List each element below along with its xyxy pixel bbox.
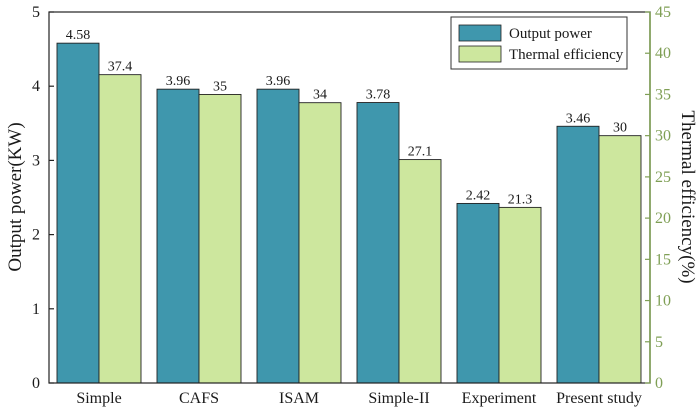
legend: Output power Thermal efficiency [450,16,628,70]
data-label-output-power-experiment: 2.42 [466,188,491,203]
y2-tick-label-40: 40 [655,45,671,62]
y2-tick-label-15: 15 [655,251,671,268]
data-label-thermal-efficiency-simple-ii: 27.1 [408,145,433,160]
y2-axis-title: Thermal efficiency(%) [677,110,698,283]
bar-thermal-efficiency-isam [298,102,342,384]
bar-thermal-efficiency-simple-ii [398,159,442,384]
y2-tick-label-45: 45 [655,4,671,21]
y-tick-label-5: 5 [32,4,40,21]
x-tick-label-simple-ii: Simple-II [368,390,429,407]
y2-tick-label-10: 10 [655,293,671,310]
data-label-thermal-efficiency-isam: 34 [313,88,327,103]
bar-thermal-efficiency-simple [98,74,142,384]
data-label-output-power-isam: 3.96 [266,74,291,89]
x-tick-label-isam: ISAM [279,390,319,407]
y2-tick-label-30: 30 [655,128,671,145]
data-label-thermal-efficiency-present-study: 30 [613,121,627,136]
bar-thermal-efficiency-experiment [498,206,542,384]
x-tick-label-present-study: Present study [556,390,642,407]
y-tick-label-1: 1 [32,301,40,318]
data-labels-layer: 4.58 37.4 3.96 35 3.96 34 3.78 27.1 2.42 21.3 3.46… [66,28,627,207]
data-label-output-power-simple-ii: 3.78 [366,88,391,103]
bar-output-power-cafs [156,88,200,384]
y-tick-label-0: 0 [32,375,40,392]
x-tick-label-simple: Simple [76,390,121,407]
y2-tick-label-35: 35 [655,86,671,103]
bar-thermal-efficiency-present-study [598,135,642,384]
x-tick-label-experiment: Experiment [462,390,537,407]
axes-layer: Simple CAFS ISAM Simple-II Experiment Present… [32,4,671,407]
y-tick-label-4: 4 [32,78,40,95]
y2-tick-label-20: 20 [655,210,671,227]
bar-output-power-simple-ii [356,102,400,384]
bar-output-power-present-study [556,125,600,384]
y2-tick-label-0: 0 [655,375,663,392]
y2-tick-label-5: 5 [655,334,663,351]
legend-swatch-thermal-efficiency [458,45,502,63]
data-label-output-power-simple: 4.58 [66,28,91,43]
legend-swatch-output-power [458,24,502,42]
bar-output-power-isam [256,88,300,384]
bars-layer [56,42,642,384]
x-tick-label-cafs: CAFS [179,390,219,407]
bar-output-power-experiment [456,202,500,384]
data-label-output-power-cafs: 3.96 [166,74,191,89]
data-label-output-power-present-study: 3.46 [566,111,591,126]
data-label-thermal-efficiency-experiment: 21.3 [508,192,533,207]
y-axis-title: Output power(KW) [5,122,26,271]
legend-label-output-power: Output power [509,26,592,42]
y-tick-label-2: 2 [32,227,40,244]
legend-label-thermal-efficiency: Thermal efficiency [509,47,624,63]
y2-tick-label-25: 25 [655,169,671,186]
data-label-thermal-efficiency-cafs: 35 [213,79,227,94]
bar-thermal-efficiency-cafs [198,93,242,384]
y-tick-label-3: 3 [32,152,40,169]
bar-output-power-simple [56,42,100,384]
data-label-thermal-efficiency-simple: 37.4 [108,60,133,75]
